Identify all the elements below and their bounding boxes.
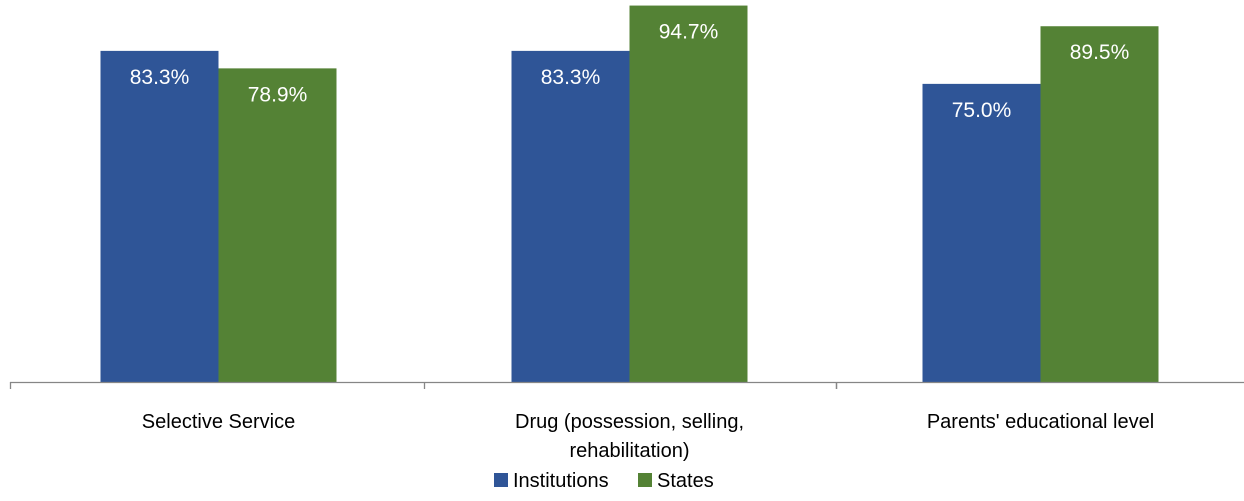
data-label-institutions-3: 75.0% <box>952 99 1012 122</box>
bar-states-1 <box>218 68 337 382</box>
legend-swatch-states <box>638 473 652 487</box>
legend-swatch-institutions <box>494 473 508 487</box>
data-label-institutions-1: 83.3% <box>130 66 190 89</box>
bar-states-2 <box>629 5 748 382</box>
data-label-states-3: 89.5% <box>1070 41 1130 64</box>
x-tick-label-2-line-1: Drug (possession, selling, <box>515 411 744 433</box>
bar-institutions-1 <box>100 50 219 382</box>
bar-institutions-3 <box>922 83 1041 382</box>
bar-institutions-2 <box>511 50 630 382</box>
x-tick-label-2-line-2: rehabilitation) <box>569 440 689 462</box>
x-tick-label-1: Selective Service <box>142 411 295 433</box>
data-label-states-2: 94.7% <box>659 21 719 44</box>
data-label-states-1: 78.9% <box>248 83 308 106</box>
bar-states-3 <box>1040 26 1159 383</box>
legend-label-institutions: Institutions <box>513 470 609 492</box>
legend-label-states: States <box>657 470 714 492</box>
x-tick-label-3: Parents' educational level <box>927 411 1154 433</box>
data-label-institutions-2: 83.3% <box>541 66 601 89</box>
